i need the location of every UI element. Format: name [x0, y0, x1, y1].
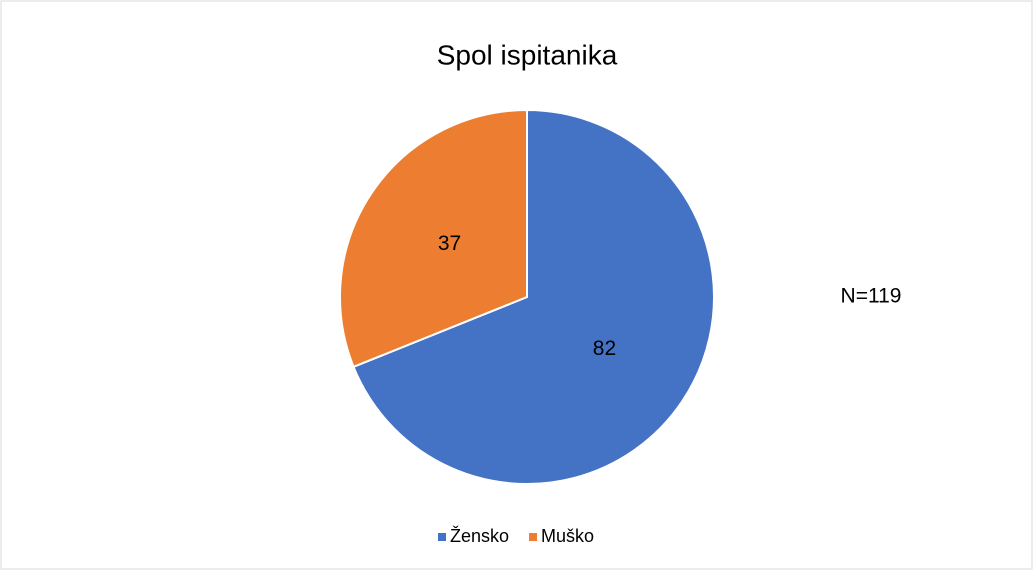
legend-label: Muško: [541, 526, 594, 546]
chart-title: Spol ispitanika: [437, 39, 618, 70]
pie-slice: [352, 108, 715, 485]
legend-label: Žensko: [450, 526, 509, 546]
legend-swatch: [438, 533, 446, 541]
legend-swatch: [529, 533, 538, 541]
annotation: N=119: [841, 285, 902, 308]
pie-slice: [339, 108, 528, 369]
data-label: 82: [593, 337, 616, 360]
data-label: 37: [438, 232, 461, 255]
